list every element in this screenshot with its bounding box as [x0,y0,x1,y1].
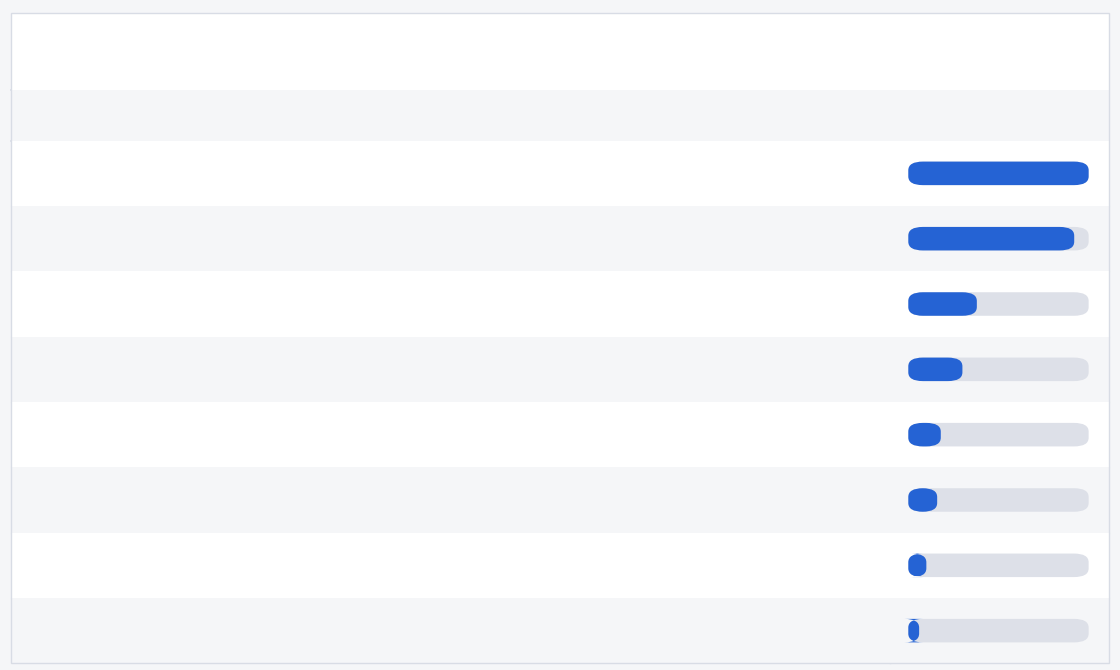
Text: Domain: Domain [34,107,111,125]
Text: ?: ? [110,108,118,123]
Text: Visibility flow: Visibility gained from these domains: Visibility flow: Visibility gained from … [73,40,762,64]
Text: twitter.com: twitter.com [34,556,144,575]
Text: ⇄: ⇄ [29,40,49,64]
Text: techcrunch.com: techcrunch.com [34,621,190,640]
Text: airtame.com: airtame.com [34,360,157,379]
Text: ?: ? [1085,42,1095,62]
Text: downdetector.com: downdetector.com [34,490,215,509]
Text: Other domains: Other domains [34,229,178,248]
Text: psychologies.co.uk: psychologies.co.uk [34,164,218,183]
Text: forbes.com: forbes.com [34,295,143,314]
Text: Change: Change [922,107,998,125]
Text: ?: ? [1000,108,1008,123]
Text: plex.tv: plex.tv [34,425,100,444]
